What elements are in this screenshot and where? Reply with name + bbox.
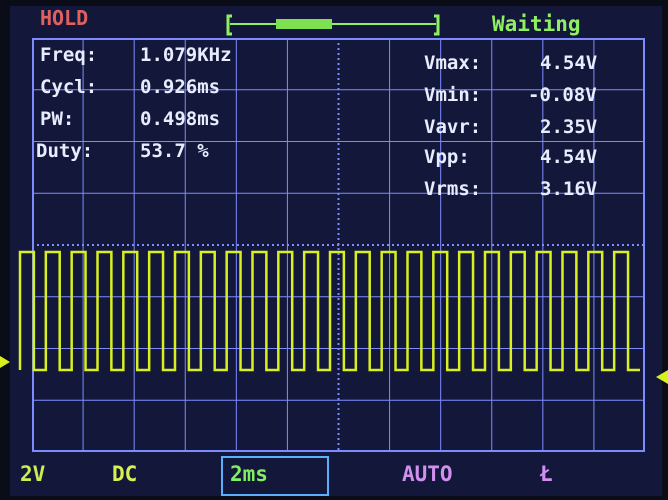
vrms-label: Vrms: xyxy=(424,178,482,200)
trigger-edge-icon[interactable]: Ł xyxy=(540,462,553,486)
freq-label: Freq: xyxy=(40,44,98,66)
duty-label: Duty: xyxy=(36,140,94,162)
trigger-level-marker xyxy=(656,370,668,384)
pw-label: PW: xyxy=(40,108,75,130)
vmax-value: 4.54V xyxy=(540,52,598,74)
square-wave xyxy=(18,250,640,372)
freq-value: 1.079KHz xyxy=(140,44,232,66)
vmax-label: Vmax: xyxy=(424,52,482,74)
cycle-value: 0.926ms xyxy=(140,76,221,98)
time-per-div-value[interactable]: 2ms xyxy=(230,462,268,486)
channel-level-marker xyxy=(0,356,10,368)
coupling-button[interactable]: DC xyxy=(112,462,138,486)
hold-status: HOLD xyxy=(40,6,89,30)
vmin-label: Vmin: xyxy=(424,84,482,106)
waveform-grid xyxy=(32,38,645,452)
vpp-value: 4.54V xyxy=(540,146,598,168)
vmin-value: -0.08V xyxy=(528,84,597,106)
pw-value: 0.498ms xyxy=(140,108,221,130)
vpp-label: Vpp: xyxy=(424,146,470,168)
vrms-value: 3.16V xyxy=(540,178,598,200)
vavr-value: 2.35V xyxy=(540,116,598,138)
duty-value: 53.7 % xyxy=(140,140,209,162)
time-div-selector[interactable] xyxy=(221,456,329,496)
trigger-mode-button[interactable]: AUTO xyxy=(402,462,453,486)
vavr-label: Vavr: xyxy=(424,116,482,138)
trigger-status: Waiting xyxy=(492,12,581,36)
memory-window-indicator xyxy=(276,19,332,29)
cycle-label: Cycl: xyxy=(40,76,98,98)
memory-position-bar[interactable] xyxy=(226,14,440,36)
volts-per-div-button[interactable]: 2V xyxy=(20,462,46,486)
